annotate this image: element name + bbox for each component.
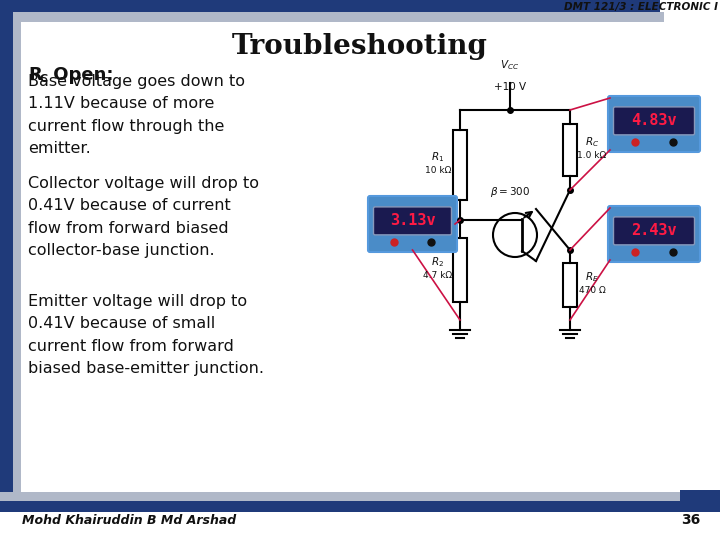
Text: DMT 121/3 : ELECTRONIC I: DMT 121/3 : ELECTRONIC I (564, 2, 718, 12)
Text: $\beta = 300$: $\beta = 300$ (490, 185, 530, 199)
Text: Base voltage goes down to
1.11V because of more
current flow through the
emitter: Base voltage goes down to 1.11V because … (28, 74, 245, 156)
Text: Open:: Open: (47, 66, 114, 84)
Bar (680, 490, 720, 512)
Text: 4.83v: 4.83v (631, 113, 677, 129)
FancyBboxPatch shape (374, 207, 451, 235)
Text: 10 kΩ: 10 kΩ (425, 166, 451, 175)
Bar (0, 12, 13, 492)
Text: Troubleshooting: Troubleshooting (232, 32, 488, 59)
Text: 36: 36 (680, 513, 700, 527)
FancyBboxPatch shape (608, 96, 700, 152)
Text: 1.0 kΩ: 1.0 kΩ (577, 151, 607, 160)
Text: 470 Ω: 470 Ω (579, 286, 606, 295)
Text: Emitter voltage will drop to
0.41V because of small
current flow from forward
bi: Emitter voltage will drop to 0.41V becau… (28, 294, 264, 376)
Text: $R_2$: $R_2$ (431, 255, 444, 269)
Text: $R_1$: $R_1$ (431, 150, 444, 164)
Bar (563, 124, 577, 176)
Bar (453, 238, 467, 302)
FancyBboxPatch shape (613, 217, 695, 245)
Text: 3.13v: 3.13v (390, 213, 436, 228)
FancyBboxPatch shape (608, 206, 700, 262)
Text: 4.7 kΩ: 4.7 kΩ (423, 271, 453, 280)
Bar (0, 501, 700, 512)
Bar (563, 262, 577, 307)
Text: R: R (28, 66, 42, 84)
Bar (14, 12, 664, 22)
Bar (453, 130, 467, 200)
Text: 2.43v: 2.43v (631, 224, 677, 238)
Bar (0, 0, 660, 13)
Text: $R_E$: $R_E$ (585, 270, 599, 284)
Text: C: C (39, 74, 47, 84)
Bar (13, 12, 21, 492)
Text: Collector voltage will drop to
0.41V because of current
flow from forward biased: Collector voltage will drop to 0.41V bec… (28, 176, 259, 258)
FancyBboxPatch shape (368, 196, 457, 252)
Bar (0, 492, 700, 502)
Text: $V_{CC}$: $V_{CC}$ (500, 58, 520, 72)
FancyBboxPatch shape (613, 107, 695, 135)
Text: $R_C$: $R_C$ (585, 135, 599, 149)
Text: Mohd Khairuddin B Md Arshad: Mohd Khairuddin B Md Arshad (22, 514, 236, 526)
Text: +10 V: +10 V (494, 82, 526, 92)
